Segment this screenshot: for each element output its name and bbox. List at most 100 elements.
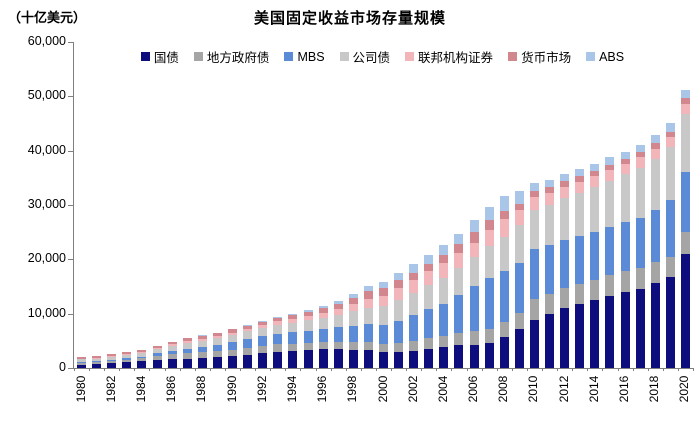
bar-segment [665, 146, 675, 201]
y-axis-label: 0 [59, 360, 66, 374]
x-axis-tick [542, 368, 544, 371]
bar-segment [228, 349, 238, 357]
bar-segment [439, 303, 449, 336]
x-axis-label: 1980 [73, 375, 88, 403]
bar-segment [439, 245, 449, 256]
x-axis-label: 2002 [405, 375, 420, 403]
y-axis-tick [68, 313, 73, 315]
bar-segment [560, 174, 570, 182]
bar-segment [228, 332, 238, 336]
y-axis-tick [68, 42, 73, 43]
bar-segment [243, 331, 253, 340]
x-axis-label: 2010 [526, 375, 541, 403]
x-axis-label: 2006 [466, 375, 481, 403]
x-axis-tick [647, 368, 649, 371]
bar-segment [77, 358, 87, 360]
bar-segment [379, 306, 388, 325]
bar-segment [122, 359, 132, 363]
bar-1982 [107, 354, 117, 368]
bar-2020 [680, 89, 690, 368]
bar-segment [409, 315, 419, 342]
bar-segment [379, 351, 388, 368]
x-axis-tick [149, 368, 151, 371]
bar-segment [590, 232, 600, 281]
bar-2016 [620, 151, 630, 368]
bar-segment [92, 364, 102, 368]
bar-segment [469, 256, 479, 286]
bar-segment [514, 225, 524, 263]
bar-2017 [635, 144, 645, 368]
y-axis-label: 30,000 [27, 197, 66, 211]
bar-segment [273, 333, 283, 345]
bar-segment [439, 335, 449, 347]
x-axis-tick [164, 368, 166, 371]
bar-segment [499, 196, 509, 211]
bar-segment [575, 283, 585, 304]
x-axis-label: 2020 [677, 375, 692, 403]
y-axis-label: 60,000 [27, 34, 66, 48]
bar-segment [635, 289, 645, 368]
bar-segment [514, 262, 524, 314]
bar-segment [212, 335, 222, 339]
bar-segment [273, 324, 283, 334]
bar-segment [560, 239, 570, 288]
x-axis-tick [617, 368, 619, 371]
bar-segment [590, 163, 600, 172]
x-axis-tick [315, 368, 317, 371]
bar-segment [92, 357, 102, 359]
bar-1983 [122, 352, 132, 368]
bar-segment [273, 318, 283, 322]
bar-segment [197, 338, 207, 341]
bar-segment [605, 157, 615, 165]
legend-swatch-icon [284, 52, 294, 61]
bar-segment [212, 357, 222, 368]
bar-segment [318, 349, 328, 368]
x-axis-tick [255, 368, 257, 371]
bar-segment [560, 287, 570, 308]
bar-segment [77, 359, 87, 362]
bar-segment [333, 342, 343, 350]
bar-segment [77, 361, 87, 363]
bar-segment [499, 219, 509, 237]
bar-segment [650, 283, 660, 368]
x-axis-tick [436, 368, 438, 371]
bar-segment [514, 210, 524, 226]
bar-segment [590, 176, 600, 188]
legend-label: ABS [599, 49, 625, 64]
bar-segment [197, 352, 207, 359]
x-axis-tick [104, 368, 106, 371]
bar-segment [273, 351, 283, 368]
bar-segment [469, 344, 479, 368]
bar-segment [348, 311, 358, 327]
bar-segment [454, 267, 464, 295]
bar-2010 [529, 182, 539, 368]
bar-2004 [439, 245, 449, 368]
bar-2007 [484, 206, 494, 368]
bar-segment [620, 271, 630, 293]
bar-segment [529, 319, 539, 368]
legend-label: 联邦机构证券 [418, 51, 494, 65]
bar-segment [575, 181, 585, 193]
bar-segment [77, 362, 87, 365]
bar-segment [318, 342, 328, 350]
x-axis-label: 1994 [284, 375, 299, 403]
x-axis-tick [557, 368, 559, 371]
bar-segment [243, 347, 253, 355]
legend-label: 货币市场 [521, 51, 572, 65]
bar-segment [303, 312, 313, 316]
bar-segment [152, 347, 162, 350]
x-axis-label: 1992 [254, 375, 269, 403]
bar-1981 [92, 356, 102, 368]
bar-segment [152, 355, 162, 361]
bar-segment [212, 351, 222, 358]
bar-segment [379, 296, 388, 307]
bar-segment [620, 151, 630, 159]
bar-segment [620, 292, 630, 368]
bar-segment [303, 350, 313, 368]
bar-1990 [228, 328, 238, 368]
bar-1999 [363, 286, 373, 368]
bar-segment [409, 264, 419, 273]
legend-label: MBS [297, 49, 325, 64]
bar-segment [484, 230, 494, 247]
